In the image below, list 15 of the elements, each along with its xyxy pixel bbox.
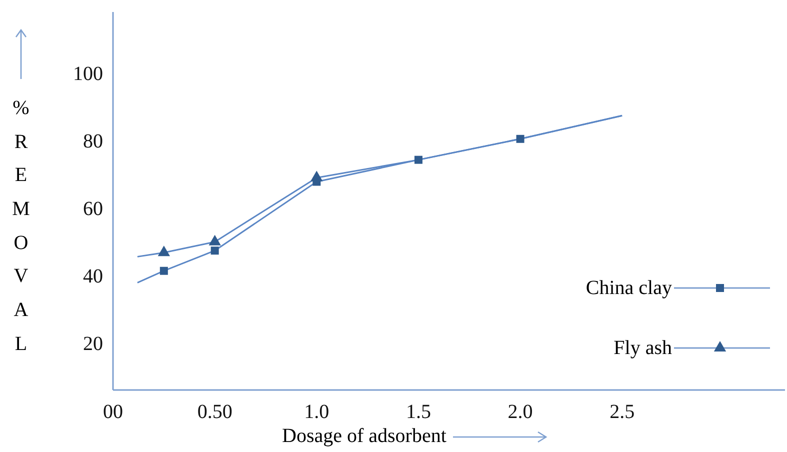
legend-label: Fly ash xyxy=(614,336,672,360)
x-tick-label: 1.5 xyxy=(406,401,431,424)
y-tick-label: 80 xyxy=(83,130,103,152)
x-axis-title: Dosage of adsorbent xyxy=(282,425,446,448)
x-tick-label: 2.0 xyxy=(508,401,533,424)
y-tick-label: 20 xyxy=(83,332,103,355)
y-tick-label: 60 xyxy=(83,198,103,220)
x-tick-label: 1.0 xyxy=(304,401,330,424)
x-tick-label: 0.50 xyxy=(197,401,232,424)
y-axis-title: % REMOVAL xyxy=(11,96,31,357)
legend-label: China clay xyxy=(586,276,672,300)
y-tick-label: 40 xyxy=(83,265,103,288)
x-tick-label: 00 xyxy=(103,401,123,424)
x-tick-label: 2.5 xyxy=(610,401,635,424)
y-tick-label: 100 xyxy=(73,62,103,85)
